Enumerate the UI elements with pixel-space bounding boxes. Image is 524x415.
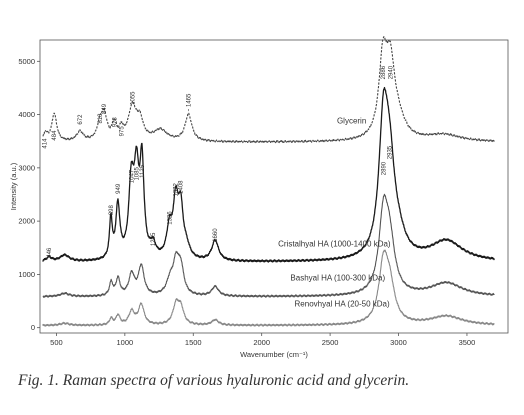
axes-layer: 500 1000 1500 2000 2500 3000 3500 0 1000 2000 3000… — [9, 39, 509, 359]
x-tick-label: 1000 — [116, 338, 133, 347]
peak-label: 2886 — [381, 65, 387, 79]
peak-label: 1047 — [129, 169, 135, 183]
x-axis-label: Wavenumber (cm⁻¹) — [240, 350, 308, 359]
x-tick-label: 2500 — [322, 338, 339, 347]
y-tick-label: 1000 — [18, 270, 35, 279]
series-layer — [42, 36, 495, 327]
peak-label: 1372 — [174, 182, 180, 196]
series-line-3 — [42, 193, 495, 298]
peak-label: 414 — [43, 138, 49, 149]
x-tick-label: 3000 — [390, 338, 407, 347]
peak-label: 484 — [52, 130, 58, 141]
peak-label: 975 — [119, 126, 125, 137]
peak-label: 949 — [116, 183, 122, 194]
plot-frame — [39, 39, 509, 334]
y-tick-label: 3000 — [18, 163, 35, 172]
series-line-2 — [42, 86, 495, 263]
peak-label: 1660 — [213, 228, 219, 242]
peak-label: 1465 — [186, 93, 192, 107]
peak-label: 1055 — [130, 91, 136, 105]
peak-label: 2940 — [388, 65, 394, 79]
series-line-1 — [42, 36, 495, 144]
y-tick-label: 5000 — [18, 57, 35, 66]
figure-caption: Fig. 1. Raman spectra of various hyaluro… — [18, 372, 410, 389]
y-tick-label: 0 — [31, 323, 35, 332]
peak-label: 1125 — [140, 164, 146, 178]
peak-label: 1408 — [179, 180, 185, 194]
peak-label: 2935 — [388, 145, 394, 159]
peak-label: 898 — [109, 204, 115, 215]
x-tick-label: 2000 — [253, 338, 270, 347]
peak-label: 1205 — [151, 232, 157, 246]
peak-label: 818 — [98, 113, 104, 124]
peak-label: 923 — [112, 117, 118, 128]
series-label-3: Bashyal HA (100-300 kDa) — [290, 273, 385, 282]
peak-label: 1085 — [134, 167, 140, 181]
x-tick-label: 3500 — [459, 338, 476, 347]
peak-label: 672 — [78, 114, 84, 125]
y-axis-label: Intensity (a.u.) — [9, 162, 18, 210]
series-label-4: Renovhyal HA (20-50 kDa) — [295, 299, 390, 308]
series-label-2: Cristalhyal HA (1000-1400 kDa) — [278, 240, 391, 249]
series-label-1: Glycerin — [337, 117, 366, 126]
peak-label: 1326 — [167, 211, 173, 225]
peak-label: 446 — [47, 247, 53, 258]
x-tick-label: 500 — [50, 338, 63, 347]
peak-label: 849 — [102, 103, 108, 114]
y-tick-label: 4000 — [18, 110, 35, 119]
series-line-4 — [42, 249, 495, 327]
x-tick-label: 1500 — [185, 338, 202, 347]
peak-label: 2890 — [381, 161, 387, 175]
y-tick-label: 2000 — [18, 217, 35, 226]
